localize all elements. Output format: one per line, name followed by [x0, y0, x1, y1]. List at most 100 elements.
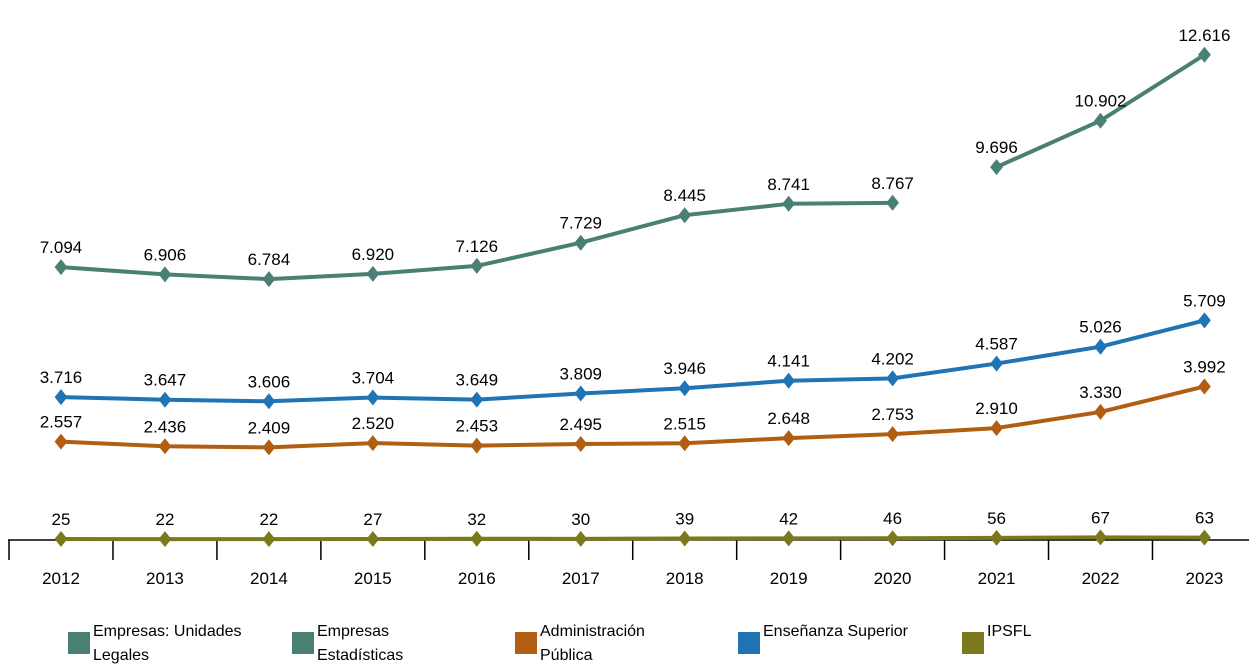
data-point: [678, 530, 692, 547]
data-point: [574, 436, 588, 453]
data-label: 8.445: [663, 186, 706, 205]
data-point: [1198, 312, 1211, 329]
x-tick-label: 2014: [250, 569, 288, 588]
data-point: [158, 391, 172, 408]
x-tick-label: 2012: [42, 569, 80, 588]
legend-swatch: [738, 632, 760, 654]
data-label: 12.616: [1178, 26, 1230, 45]
data-point: [990, 529, 1003, 546]
data-point: [990, 420, 1003, 437]
legend: Empresas: Unidades Legales Empresas Estadí…: [0, 620, 1249, 672]
data-label: 46: [883, 509, 902, 528]
data-label: 7.094: [40, 238, 83, 257]
data-point: [574, 234, 588, 251]
data-point: [886, 194, 899, 211]
x-tick-label: 2021: [978, 569, 1016, 588]
data-point: [782, 195, 796, 212]
data-point: [1198, 46, 1211, 63]
data-point: [366, 389, 380, 406]
legend-item-ipsfl: IPSFL: [962, 620, 1031, 654]
x-tick-label: 2015: [354, 569, 392, 588]
data-label: 63: [1195, 509, 1214, 528]
series-line: [60, 318, 1205, 404]
data-point: [782, 430, 796, 447]
data-label: 3.716: [40, 368, 83, 387]
x-tick-label: 2017: [562, 569, 600, 588]
data-label: 7.729: [559, 214, 602, 233]
data-point: [1198, 529, 1211, 546]
data-point: [366, 530, 380, 547]
data-label: 2.557: [40, 413, 83, 432]
data-label: 2.515: [663, 414, 706, 433]
data-label: 4.141: [767, 352, 810, 371]
data-label: 27: [363, 510, 382, 529]
data-point: [470, 391, 484, 408]
data-label: 3.606: [248, 372, 291, 391]
data-label: 3.992: [1183, 357, 1226, 376]
data-point: [574, 530, 588, 547]
data-label: 3.647: [144, 371, 187, 390]
data-point: [1094, 112, 1107, 129]
data-point: [262, 439, 276, 456]
data-point: [678, 380, 692, 397]
data-point: [470, 530, 484, 547]
legend-label: Empresas Estadísticas: [317, 623, 404, 664]
data-point: [886, 370, 899, 387]
legend-label: Administración Pública: [540, 623, 645, 664]
data-point: [54, 531, 68, 548]
data-label: 6.906: [144, 245, 187, 264]
data-label: 3.809: [559, 365, 602, 384]
data-label: 2.910: [975, 399, 1018, 418]
data-point: [886, 530, 899, 547]
legend-label: Enseñanza Superior: [763, 623, 908, 640]
data-point: [366, 265, 380, 282]
legend-label: Empresas: Unidades Legales: [93, 623, 242, 664]
legend-label: IPSFL: [987, 623, 1032, 640]
data-label: 2.753: [871, 405, 914, 424]
data-point: [1094, 338, 1107, 355]
data-label: 3.330: [1079, 383, 1122, 402]
data-label: 2.648: [767, 409, 810, 428]
data-point: [678, 207, 692, 224]
data-label: 4.202: [871, 349, 914, 368]
data-point: [470, 437, 484, 454]
series-line: [995, 53, 1206, 169]
data-label: 6.784: [248, 250, 291, 269]
data-point: [366, 435, 380, 452]
data-label: 22: [259, 510, 278, 529]
x-tick-label: 2019: [770, 569, 808, 588]
legend-swatch: [515, 632, 537, 654]
data-point: [782, 372, 796, 389]
data-point: [990, 355, 1003, 372]
data-label: 8.741: [767, 175, 810, 194]
data-label: 2.409: [248, 418, 291, 437]
data-label: 42: [779, 509, 798, 528]
data-point: [262, 271, 276, 288]
data-label: 7.126: [456, 237, 499, 256]
data-label: 8.767: [871, 174, 914, 193]
data-label: 9.696: [975, 138, 1018, 157]
data-point: [886, 426, 899, 443]
data-label: 2.436: [144, 417, 187, 436]
data-point: [54, 389, 68, 406]
data-point: [574, 385, 588, 402]
legend-item-unidades-legales: Empresas: Unidades Legales: [68, 620, 242, 668]
line-chart: 2012 2013 2014 2015 2016 2017 2018 2019 2020 2021…: [8, 26, 1249, 588]
series-line: [60, 535, 1205, 542]
data-point: [262, 393, 276, 410]
legend-item-administracion-publica: Administración Pública: [515, 620, 645, 668]
data-point: [990, 159, 1003, 176]
data-label: 5.709: [1183, 291, 1226, 310]
data-point: [782, 530, 796, 547]
data-label: 3.649: [456, 371, 499, 390]
data-point: [470, 257, 484, 274]
data-label: 2.520: [352, 414, 395, 433]
x-tick-label: 2020: [874, 569, 912, 588]
data-point: [158, 266, 172, 283]
data-label: 10.902: [1075, 92, 1127, 111]
data-label: 5.026: [1079, 318, 1122, 337]
data-labels: 7.094 6.906 6.784 6.920 7.126 7.729 8.445 8.741…: [40, 26, 1231, 529]
series-lines: [54, 46, 1211, 548]
x-tick-label: 2013: [146, 569, 184, 588]
data-point: [1094, 403, 1107, 420]
